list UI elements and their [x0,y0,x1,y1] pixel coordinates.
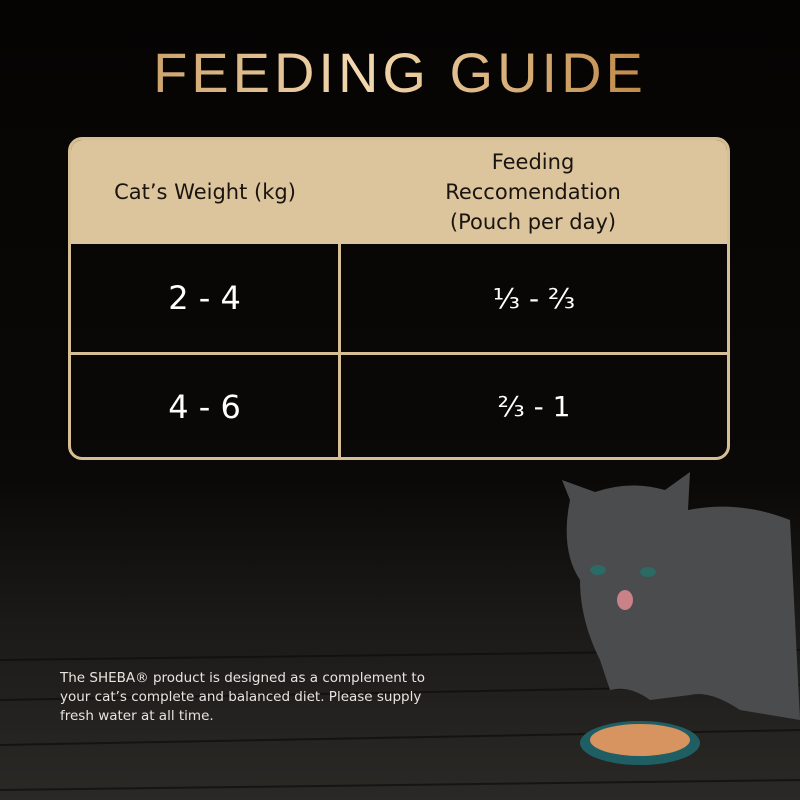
table-header: Cat’s Weight (kg) [71,140,339,244]
cat-illustration [562,472,800,765]
table-header: Feeding Reccomendation (Pouch per day) [339,140,727,244]
row-divider [71,352,727,355]
footnote: The SHEBA® product is designed as a comp… [60,670,425,724]
table-cell: 2 - 4 [168,279,241,317]
table-cell: ⅔ - 1 [497,390,571,423]
table-cell: 4 - 6 [168,387,241,426]
feeding-table: Cat’s Weight (kg) Feeding Reccomendation… [68,137,730,460]
table-cell: ⅓ - ⅔ [492,281,576,315]
title: FEEDING GUIDE [0,40,800,105]
column-divider [338,244,341,457]
